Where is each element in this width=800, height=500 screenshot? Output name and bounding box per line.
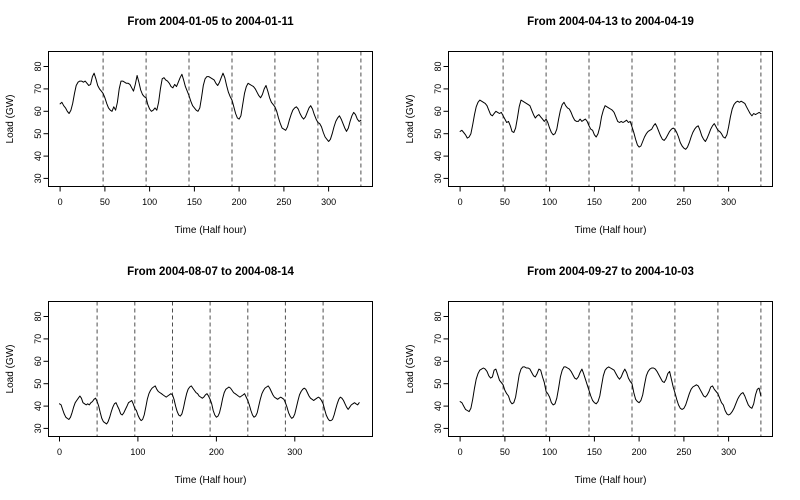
y-tick-label: 40 bbox=[33, 151, 43, 161]
load-series-line bbox=[59, 72, 362, 142]
load-series-line bbox=[459, 99, 762, 150]
x-tick-label: 250 bbox=[276, 197, 291, 207]
x-tick-label: 250 bbox=[676, 447, 691, 457]
chart-panel-jan: From 2004-01-05 to 2004-01-11 Load (GW) … bbox=[0, 0, 400, 250]
plot-area: 0 100 200 300 30 40 50 60 70 80 bbox=[33, 301, 373, 457]
chart-panel-aug: From 2004-08-07 to 2004-08-14 Load (GW) … bbox=[0, 250, 400, 500]
y-tick-label: 40 bbox=[433, 151, 443, 161]
y-tick-label: 80 bbox=[33, 61, 43, 71]
y-tick-label: 30 bbox=[433, 173, 443, 183]
x-tick-label: 150 bbox=[587, 447, 602, 457]
y-tick-label: 50 bbox=[433, 129, 443, 139]
x-tick-label: 300 bbox=[287, 447, 302, 457]
y-tick-label: 30 bbox=[433, 423, 443, 433]
chart-panel-apr: From 2004-04-13 to 2004-04-19 Load (GW) … bbox=[400, 0, 800, 250]
plot-border bbox=[48, 301, 373, 437]
x-tick-label: 300 bbox=[721, 197, 736, 207]
x-tick-label: 300 bbox=[721, 447, 736, 457]
load-series-line bbox=[59, 385, 360, 425]
plot-border bbox=[448, 51, 773, 187]
line-chart-aug: From 2004-08-07 to 2004-08-14 Load (GW) … bbox=[5, 266, 373, 486]
chart-title: From 2004-04-13 to 2004-04-19 bbox=[527, 16, 694, 28]
x-tick-label: 0 bbox=[58, 197, 63, 207]
chart-title: From 2004-08-07 to 2004-08-14 bbox=[127, 266, 294, 278]
y-tick-label: 80 bbox=[433, 61, 443, 71]
x-tick-label: 150 bbox=[187, 197, 202, 207]
y-tick-label: 70 bbox=[433, 334, 443, 344]
y-tick-label: 50 bbox=[33, 129, 43, 139]
plot-area: 0 50 100 150 200 250 300 30 40 50 60 70 80 bbox=[433, 51, 773, 207]
x-tick-label: 200 bbox=[632, 197, 647, 207]
y-tick-label: 50 bbox=[33, 379, 43, 389]
y-tick-label: 30 bbox=[33, 173, 43, 183]
x-tick-label: 200 bbox=[209, 447, 224, 457]
x-tick-label: 150 bbox=[587, 197, 602, 207]
line-chart-jan: From 2004-01-05 to 2004-01-11 Load (GW) … bbox=[5, 16, 373, 236]
y-tick-label: 70 bbox=[33, 84, 43, 94]
plot-border bbox=[48, 51, 373, 187]
y-axis-label: Load (GW) bbox=[5, 95, 16, 144]
x-tick-label: 0 bbox=[57, 447, 62, 457]
x-tick-label: 50 bbox=[100, 197, 110, 207]
y-tick-label: 30 bbox=[33, 423, 43, 433]
line-chart-apr: From 2004-04-13 to 2004-04-19 Load (GW) … bbox=[405, 16, 773, 236]
x-tick-label: 0 bbox=[458, 197, 463, 207]
x-tick-label: 300 bbox=[321, 197, 336, 207]
y-tick-label: 60 bbox=[433, 356, 443, 366]
y-tick-label: 40 bbox=[33, 401, 43, 411]
y-axis-label: Load (GW) bbox=[5, 345, 16, 394]
y-tick-label: 60 bbox=[33, 356, 43, 366]
x-axis-label: Time (Half hour) bbox=[175, 475, 247, 486]
x-tick-label: 200 bbox=[632, 447, 647, 457]
x-tick-label: 100 bbox=[130, 447, 145, 457]
y-tick-label: 60 bbox=[433, 106, 443, 116]
x-tick-label: 100 bbox=[542, 197, 557, 207]
y-tick-label: 70 bbox=[33, 334, 43, 344]
x-axis-label: Time (Half hour) bbox=[575, 225, 647, 236]
x-tick-label: 0 bbox=[458, 447, 463, 457]
y-tick-label: 80 bbox=[433, 311, 443, 321]
chart-title: From 2004-01-05 to 2004-01-11 bbox=[127, 16, 294, 28]
y-tick-label: 50 bbox=[433, 379, 443, 389]
plot-area: 0 50 100 150 200 250 300 30 40 50 60 70 80 bbox=[433, 301, 773, 457]
y-axis-label: Load (GW) bbox=[405, 345, 416, 394]
y-tick-label: 40 bbox=[433, 401, 443, 411]
load-series-line bbox=[459, 366, 762, 416]
x-tick-label: 100 bbox=[542, 447, 557, 457]
x-axis-label: Time (Half hour) bbox=[575, 475, 647, 486]
x-tick-label: 250 bbox=[676, 197, 691, 207]
chart-title: From 2004-09-27 to 2004-10-03 bbox=[527, 266, 694, 278]
y-tick-label: 70 bbox=[433, 84, 443, 94]
x-tick-label: 200 bbox=[232, 197, 247, 207]
x-axis-label: Time (Half hour) bbox=[175, 225, 247, 236]
y-tick-label: 60 bbox=[33, 106, 43, 116]
y-tick-label: 80 bbox=[33, 311, 43, 321]
plot-border bbox=[448, 301, 773, 437]
x-tick-label: 100 bbox=[142, 197, 157, 207]
chart-panel-sep: From 2004-09-27 to 2004-10-03 Load (GW) … bbox=[400, 250, 800, 500]
line-chart-sep: From 2004-09-27 to 2004-10-03 Load (GW) … bbox=[405, 266, 773, 486]
y-axis-label: Load (GW) bbox=[405, 95, 416, 144]
x-tick-label: 50 bbox=[500, 197, 510, 207]
x-tick-label: 50 bbox=[500, 447, 510, 457]
plot-area: 0 50 100 150 200 250 300 30 40 50 60 70 80 bbox=[33, 51, 373, 207]
